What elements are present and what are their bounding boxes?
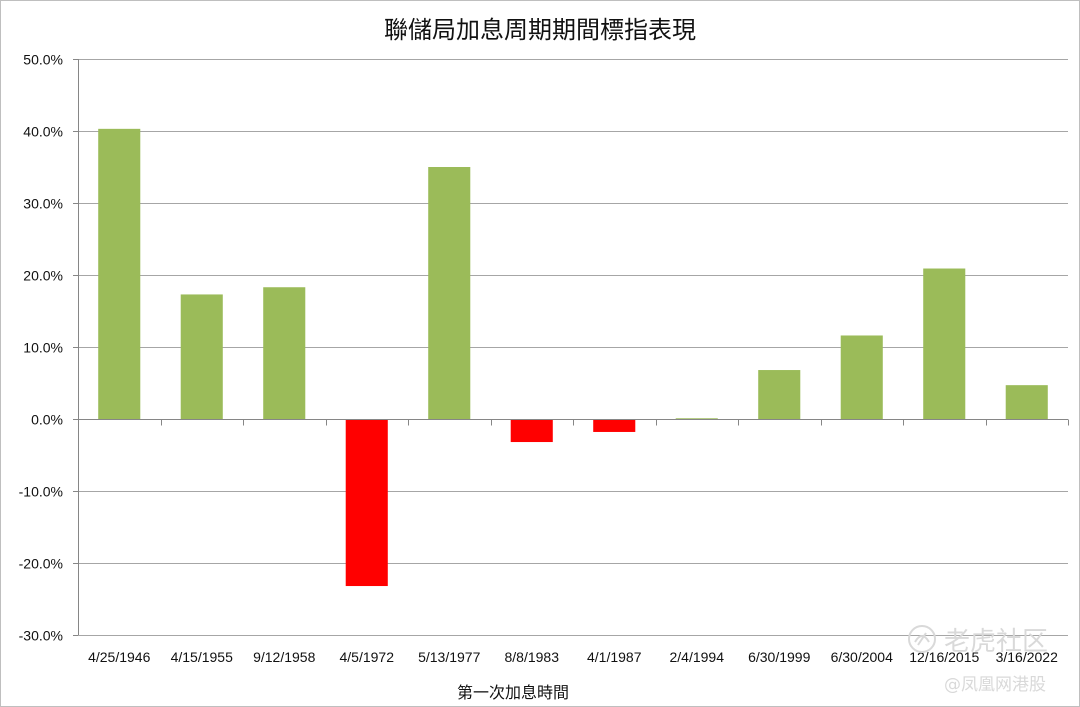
x-tick-label: 5/13/1977 [418,649,480,665]
gridlines [78,59,1068,636]
tiger-logo-icon [908,625,936,653]
bar-9-12-1958 [263,287,306,419]
bar-6-30-2004 [840,335,883,419]
y-tick-label: 0.0% [31,412,63,428]
x-tick-label: 8/8/1983 [505,649,560,665]
x-tick-label: 6/30/1999 [748,649,810,665]
y-tick-label: 40.0% [23,124,63,140]
y-tick-label: -20.0% [19,556,63,572]
bar-3-16-2022 [1005,385,1048,419]
x-tick-label: 4/1/1987 [587,649,642,665]
bar-6-30-1999 [758,370,801,419]
x-tick-label: 4/15/1955 [171,649,233,665]
bar-4-5-1972 [345,419,388,587]
bar-5-13-1977 [428,167,471,419]
bars [98,128,1048,587]
chart-title: 聯儲局加息周期期間標指表現 [384,16,696,44]
x-tick-label: 4/25/1946 [88,649,150,665]
axes [73,59,1069,636]
x-tick-label: 2/4/1994 [670,649,725,665]
y-tick-label: 20.0% [23,268,63,284]
y-tick-labels: 50.0% 40.0% 30.0% 20.0% 10.0% 0.0% -10.0% -20.0… [19,52,63,644]
x-tick-label: 9/12/1958 [253,649,315,665]
watermark-source: @凤凰网港股 [944,675,1046,695]
watermark: 老虎社区 @凤凰网港股 [908,625,1048,695]
x-tick-label: 6/30/2004 [831,649,893,665]
x-tick-label: 3/16/2022 [996,649,1058,665]
x-tick-labels: 4/25/1946 4/15/1955 9/12/1958 4/5/1972 5/13/… [88,649,1058,665]
x-tick-label: 4/5/1972 [340,649,395,665]
bar-4-1-1987 [593,419,636,432]
y-tick-label: 30.0% [23,196,63,212]
x-tick-label: 12/16/2015 [909,649,979,665]
bar-8-8-1983 [510,419,553,443]
x-axis-label: 第一次加息時間 [457,683,569,702]
bar-4-15-1955 [180,294,223,419]
y-tick-label: 10.0% [23,340,63,356]
bar-4-25-1946 [98,128,141,419]
bar-12-16-2015 [923,268,966,419]
y-tick-label: -30.0% [19,628,63,644]
bar-2-4-1994 [675,418,718,420]
y-tick-label: -10.0% [19,484,63,500]
y-tick-label: 50.0% [23,52,63,68]
watermark-brand: 老虎社区 [944,627,1048,657]
